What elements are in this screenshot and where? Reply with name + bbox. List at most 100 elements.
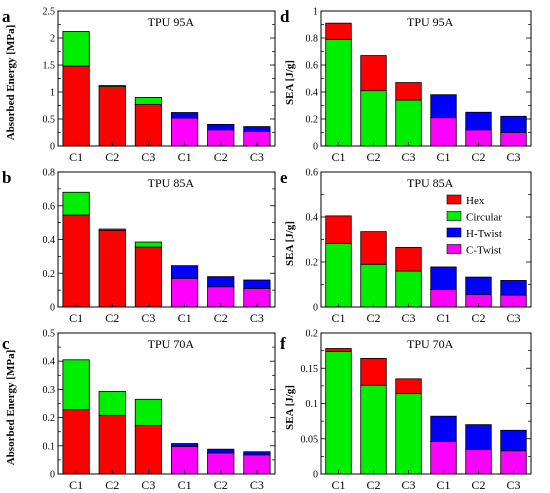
legend-label-h-twist: H-Twist bbox=[466, 228, 502, 240]
panel-title: TPU 95A bbox=[407, 15, 454, 29]
bar-b-3-hex bbox=[134, 246, 163, 308]
bar-f-1-hex bbox=[325, 348, 352, 352]
bar-b-5-h-twist bbox=[207, 276, 235, 288]
bar-d-5-h-twist bbox=[465, 111, 492, 131]
y-tick-label: 1 bbox=[50, 88, 55, 99]
x-tick-label: C3 bbox=[250, 478, 264, 492]
bar-a-4-h-twist bbox=[170, 112, 199, 119]
bar-a-1-circular bbox=[62, 31, 90, 67]
bar-e-2-circular bbox=[360, 263, 387, 308]
panel-c: C1 C2 C3 C1 C2 C3 0 0.1 0.2 0.3 0.4 0.5 TPU 70A cAbso… bbox=[2, 329, 276, 492]
x-tick-label: C3 bbox=[506, 311, 520, 325]
y-tick-label: 0 bbox=[313, 303, 318, 314]
bar-f-1-circular bbox=[325, 350, 352, 475]
panel-a: C1 C2 C3 C1 C2 C3 0 0.5 1 1.5 2 2.5 TPU 95A aAbsorbed… bbox=[2, 7, 276, 164]
x-tick-label: C2 bbox=[471, 478, 485, 492]
plot-frame bbox=[320, 10, 532, 147]
bar-a-3-hex bbox=[134, 104, 163, 147]
bar-d-4-h-twist bbox=[430, 94, 457, 119]
y-tick-label: 0.15 bbox=[301, 364, 319, 375]
bar-d-4-c-twist bbox=[430, 117, 457, 147]
x-tick-label: C1 bbox=[436, 478, 450, 492]
x-tick-label: C3 bbox=[141, 150, 155, 164]
x-tick-label: C2 bbox=[366, 311, 380, 325]
legend-swatch-h-twist bbox=[446, 227, 462, 238]
x-tick-label: C3 bbox=[506, 478, 520, 492]
y-tick-label: 0.2 bbox=[306, 329, 319, 340]
plot-frame bbox=[57, 332, 276, 475]
x-tick-label: C1 bbox=[436, 311, 450, 325]
bar-b-3-circular bbox=[134, 241, 163, 248]
bar-c-1-circular bbox=[62, 359, 90, 411]
x-tick-label: C2 bbox=[105, 150, 119, 164]
plot-frame bbox=[57, 10, 276, 147]
bar-c-5-h-twist bbox=[207, 448, 235, 454]
x-tick-label: C1 bbox=[331, 478, 345, 492]
bar-b-1-hex bbox=[62, 214, 90, 308]
bar-b-1-circular bbox=[62, 191, 90, 216]
bar-a-4-c-twist bbox=[170, 117, 199, 147]
y-tick-label: 0.3 bbox=[43, 385, 56, 396]
bar-d-2-hex bbox=[360, 55, 387, 92]
y-tick-label: 0.4 bbox=[306, 88, 319, 99]
y-axis-label: SEA [J/g] bbox=[284, 221, 296, 266]
bar-e-2-hex bbox=[360, 231, 387, 265]
y-tick-label: 0 bbox=[50, 142, 55, 153]
panel-b: C1 C2 C3 C1 C2 C3 0 0.2 0.4 0.6 0.8 TPU 85A b bbox=[2, 168, 276, 325]
legend-swatch-circular bbox=[446, 211, 462, 221]
x-tick-label: C2 bbox=[105, 478, 119, 492]
bar-a-2-circular bbox=[98, 85, 126, 87]
x-tick-label: C2 bbox=[366, 478, 380, 492]
bar-c-2-hex bbox=[98, 414, 126, 475]
x-tick-label: C2 bbox=[471, 150, 485, 164]
y-tick-label: 0.4 bbox=[306, 213, 319, 224]
panel-letter: a bbox=[2, 7, 11, 26]
y-tick-label: 0.5 bbox=[43, 329, 56, 340]
x-tick-label: C3 bbox=[401, 478, 415, 492]
bar-e-5-h-twist bbox=[465, 276, 492, 296]
x-tick-label: C2 bbox=[366, 150, 380, 164]
y-axis-label: SEA [J/g] bbox=[284, 60, 296, 105]
y-tick-label: 0 bbox=[50, 303, 55, 314]
bar-b-2-circular bbox=[98, 228, 126, 231]
legend-swatch-c-twist bbox=[446, 244, 462, 254]
legend-label-c-twist: C-Twist bbox=[466, 245, 501, 257]
y-tick-label: 1.5 bbox=[43, 61, 56, 72]
panel-title: TPU 85A bbox=[407, 176, 454, 190]
bar-a-6-h-twist bbox=[243, 126, 271, 132]
y-tick-label: 0.05 bbox=[301, 434, 319, 445]
y-tick-label: 0.6 bbox=[43, 201, 56, 212]
bar-c-3-hex bbox=[134, 425, 163, 475]
y-tick-label: 0.2 bbox=[306, 115, 319, 126]
bar-c-3-circular bbox=[134, 398, 163, 426]
y-tick-label: 0.4 bbox=[43, 357, 56, 368]
bar-a-5-h-twist bbox=[207, 124, 235, 131]
legend-label-hex: Hex bbox=[466, 195, 485, 207]
bar-a-1-hex bbox=[62, 65, 90, 147]
bar-e-6-h-twist bbox=[500, 280, 527, 296]
bar-f-4-c-twist bbox=[430, 441, 457, 475]
y-tick-label: 0.1 bbox=[43, 441, 56, 452]
x-tick-label: C1 bbox=[331, 150, 345, 164]
plot-frame bbox=[320, 332, 532, 475]
panel-title: TPU 85A bbox=[148, 176, 195, 190]
y-tick-label: 0.6 bbox=[306, 61, 319, 72]
bar-e-3-hex bbox=[395, 246, 422, 272]
x-tick-label: C3 bbox=[401, 150, 415, 164]
bar-c-4-h-twist bbox=[170, 443, 199, 447]
x-tick-label: C1 bbox=[436, 150, 450, 164]
bar-a-2-hex bbox=[98, 86, 126, 147]
x-tick-label: C3 bbox=[506, 150, 520, 164]
x-tick-label: C3 bbox=[141, 478, 155, 492]
y-tick-label: 0.8 bbox=[43, 168, 56, 179]
panel-letter: c bbox=[2, 334, 10, 353]
bar-e-1-hex bbox=[325, 215, 352, 244]
bar-b-6-h-twist bbox=[243, 279, 271, 289]
x-tick-label: C3 bbox=[401, 311, 415, 325]
panel-title: TPU 95A bbox=[148, 15, 195, 29]
bar-f-4-h-twist bbox=[430, 415, 457, 442]
panel-f: C1 C2 C3 C1 C2 C3 0 0.05 0.1 0.15 0.2 TPU 70A f SEA [… bbox=[280, 329, 532, 492]
y-tick-label: 2.5 bbox=[43, 7, 56, 18]
x-tick-label: C3 bbox=[141, 311, 155, 325]
